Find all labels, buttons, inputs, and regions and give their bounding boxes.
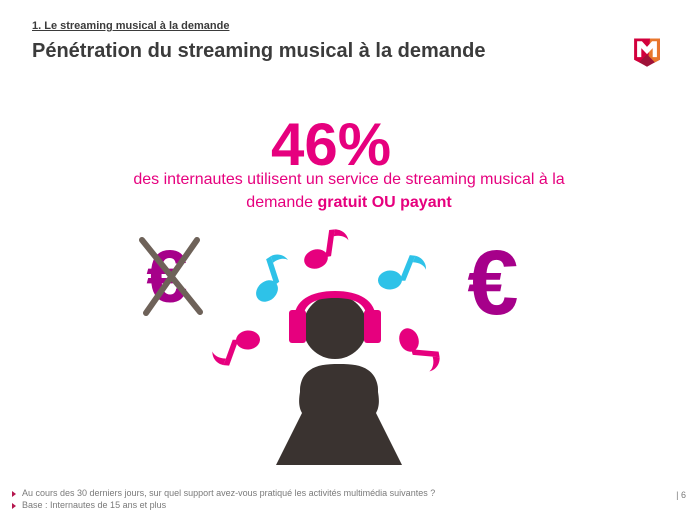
svg-text:€: € xyxy=(467,232,518,334)
